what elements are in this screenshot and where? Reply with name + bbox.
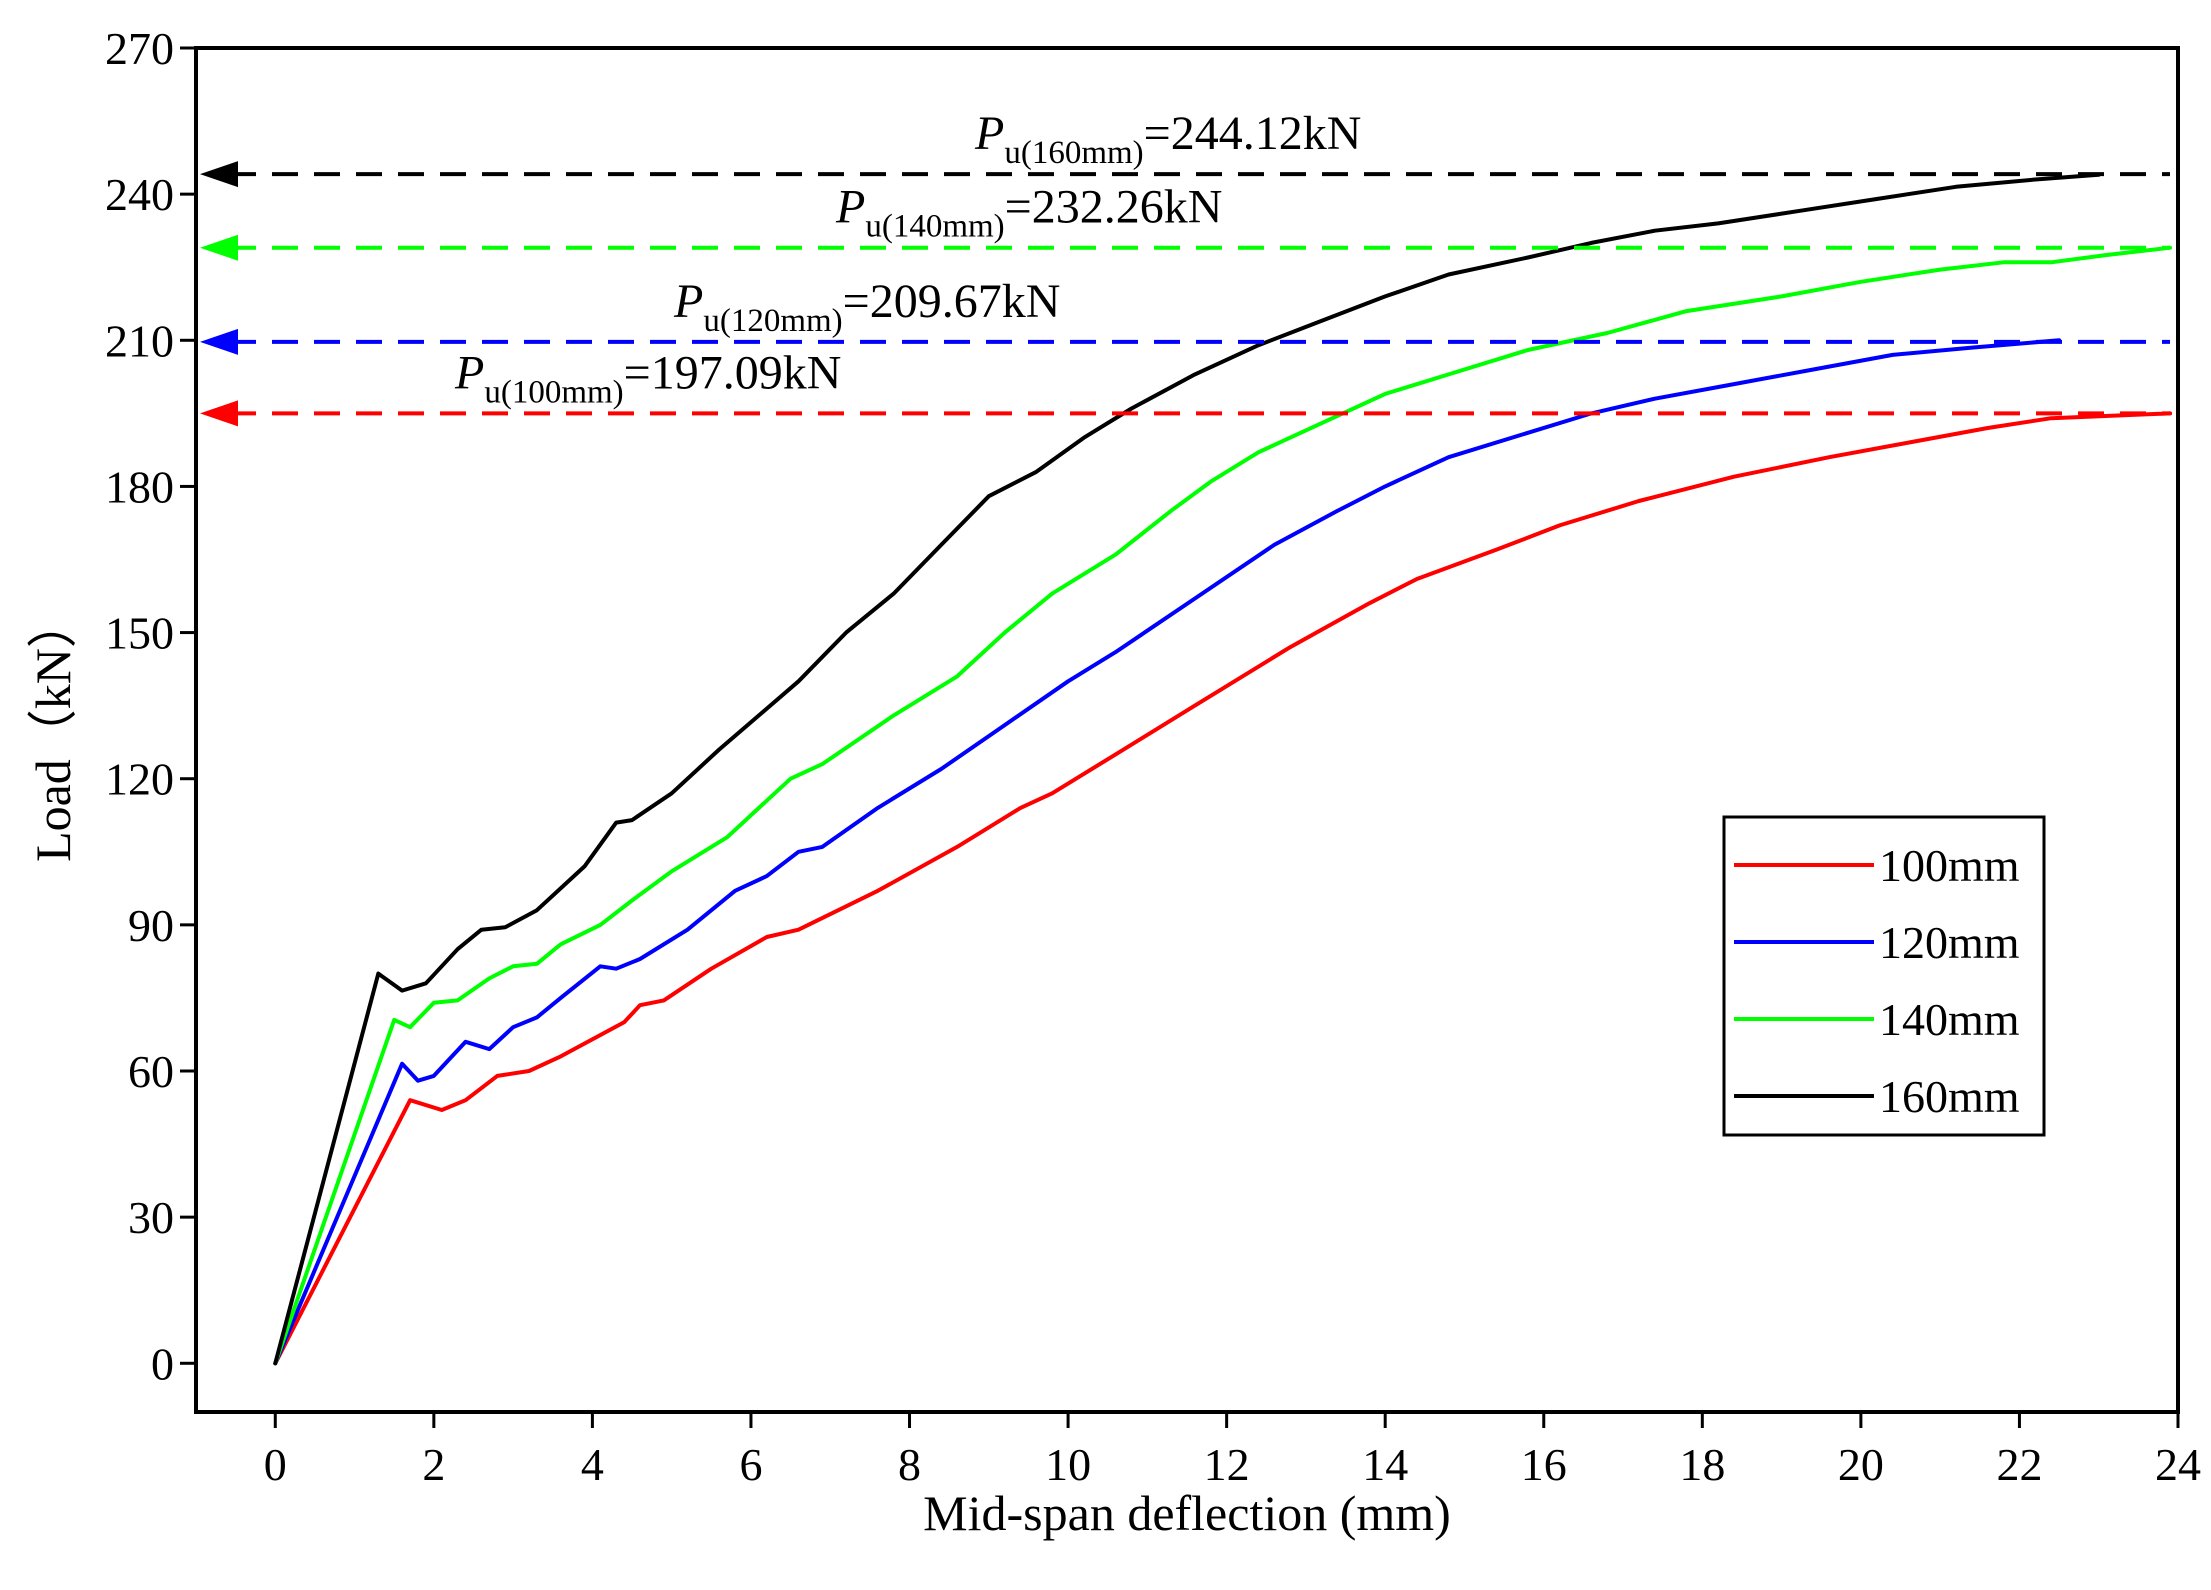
annotation-label: Pu(100mm)=197.09kN [454, 346, 841, 410]
series-line-140mm [273, 245, 2173, 1366]
x-tick-label: 6 [739, 1439, 762, 1490]
x-tick-label: 4 [581, 1439, 604, 1490]
x-tick-label: 16 [1521, 1439, 1567, 1490]
x-tick-label: 2 [422, 1439, 445, 1490]
x-tick-label: 0 [264, 1439, 287, 1490]
series-line-160mm [273, 172, 2101, 1366]
y-tick-label: 120 [105, 754, 174, 805]
x-tick-label: 22 [1996, 1439, 2042, 1490]
y-tick-label: 150 [105, 608, 174, 659]
annotation-arrowhead [200, 328, 238, 355]
y-tick-label: 210 [105, 315, 174, 366]
annotation-arrowhead [200, 400, 238, 427]
x-tick-label: 12 [1204, 1439, 1250, 1490]
legend-label-140mm: 140mm [1879, 994, 2020, 1045]
y-tick-label: 90 [128, 900, 174, 951]
y-tick-label: 270 [105, 23, 174, 74]
annotation-label: Pu(160mm)=244.12kN [974, 107, 1361, 171]
annotation-arrowhead [200, 161, 238, 188]
series-line-120mm [273, 338, 2062, 1366]
legend-label-120mm: 120mm [1879, 917, 2020, 968]
x-tick-label: 18 [1679, 1439, 1725, 1490]
y-tick-label: 0 [151, 1338, 174, 1389]
legend-box [1722, 815, 2046, 1137]
annotation-label: Pu(120mm)=209.67kN [673, 275, 1060, 339]
y-tick-label: 60 [128, 1046, 174, 1097]
x-tick-label: 20 [1838, 1439, 1884, 1490]
plot-frame [194, 46, 2180, 1414]
x-axis-ticks: 0 2 4 6 8 10 12 14 16 18 20 22 24 [264, 1412, 2201, 1490]
legend-label-160mm: 160mm [1879, 1071, 2020, 1122]
series-line-100mm [273, 411, 2173, 1366]
legend: 100mm 120mm 140mm 160mm [1722, 815, 2046, 1137]
series-lines [273, 172, 2173, 1366]
x-tick-label: 14 [1362, 1439, 1408, 1490]
y-tick-label: 240 [105, 169, 174, 220]
legend-label-100mm: 100mm [1879, 840, 2020, 891]
y-tick-label: 180 [105, 461, 174, 512]
annotation-label: Pu(140mm)=232.26kN [835, 181, 1222, 245]
x-tick-label: 8 [898, 1439, 921, 1490]
y-axis-title: Load（kN） [25, 598, 81, 862]
y-axis-ticks: 0 30 60 90 120 150 180 210 240 270 [105, 23, 196, 1389]
annotation-arrowhead [200, 234, 238, 261]
x-tick-label: 10 [1045, 1439, 1091, 1490]
ultimate-load-annotations: Pu(160mm)=244.12kN Pu(140mm)=232.26kN Pu(1… [200, 107, 2170, 427]
x-axis-title: Mid-span deflection (mm) [923, 1485, 1451, 1541]
x-tick-label: 24 [2155, 1439, 2201, 1490]
y-tick-label: 30 [128, 1192, 174, 1243]
